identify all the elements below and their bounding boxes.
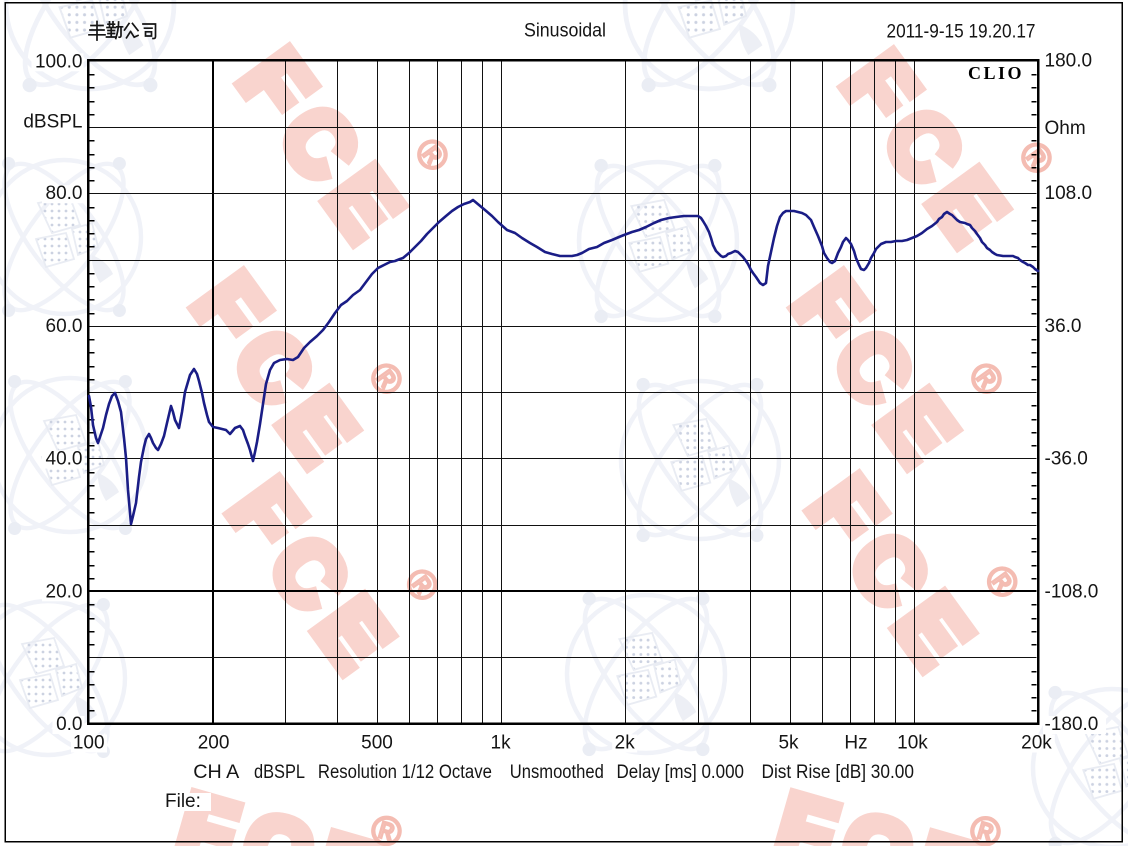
svg-text:File:: File: (165, 791, 201, 812)
svg-text:500: 500 (361, 733, 393, 754)
svg-text:2k: 2k (615, 733, 636, 754)
svg-text:80.0: 80.0 (46, 183, 83, 204)
svg-text:CLIO: CLIO (968, 63, 1024, 83)
svg-text:Dist Rise [dB] 30.00: Dist Rise [dB] 30.00 (762, 762, 915, 783)
svg-text:60.0: 60.0 (46, 316, 83, 337)
svg-text:Delay [ms] 0.000: Delay [ms] 0.000 (617, 762, 745, 783)
svg-text:CH A: CH A (193, 762, 239, 783)
svg-text:20k: 20k (1021, 733, 1052, 754)
svg-text:0.0: 0.0 (56, 714, 82, 735)
svg-text:dBSPL: dBSPL (254, 762, 305, 783)
svg-text:36.0: 36.0 (1045, 316, 1082, 337)
svg-text:100.0: 100.0 (35, 51, 83, 72)
svg-text:20.0: 20.0 (46, 581, 83, 602)
svg-text:2011-9-15 19.20.17: 2011-9-15 19.20.17 (887, 22, 1036, 43)
svg-text:Unsmoothed: Unsmoothed (510, 762, 604, 783)
svg-text:Hz: Hz (844, 733, 867, 754)
svg-text:100: 100 (73, 733, 105, 754)
svg-text:Sinusoidal: Sinusoidal (524, 21, 606, 42)
svg-text:Resolution 1/12 Octave: Resolution 1/12 Octave (318, 762, 492, 783)
svg-text:-180.0: -180.0 (1045, 714, 1099, 735)
svg-text:-36.0: -36.0 (1045, 449, 1088, 470)
svg-text:-108.0: -108.0 (1045, 581, 1099, 602)
svg-text:5k: 5k (778, 733, 799, 754)
svg-text:40.0: 40.0 (46, 449, 83, 470)
svg-text:108.0: 108.0 (1045, 183, 1093, 204)
svg-text:dBSPL: dBSPL (23, 112, 82, 133)
svg-text:10k: 10k (897, 733, 928, 754)
svg-text:1k: 1k (491, 733, 512, 754)
svg-text:Ohm: Ohm (1045, 118, 1086, 139)
svg-text:180.0: 180.0 (1045, 51, 1093, 72)
svg-text:200: 200 (198, 733, 230, 754)
